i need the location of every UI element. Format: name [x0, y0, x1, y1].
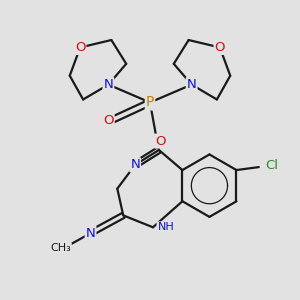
Text: O: O	[214, 41, 225, 54]
Text: O: O	[75, 41, 86, 54]
Text: N: N	[86, 227, 95, 240]
Text: Cl: Cl	[266, 159, 279, 172]
Text: NH: NH	[158, 222, 174, 232]
Text: O: O	[155, 135, 166, 148]
Text: N: N	[187, 78, 196, 91]
Text: O: O	[103, 114, 114, 127]
Text: N: N	[130, 158, 140, 171]
Text: P: P	[146, 95, 154, 110]
Text: N: N	[103, 78, 113, 91]
Text: CH₃: CH₃	[50, 243, 71, 253]
